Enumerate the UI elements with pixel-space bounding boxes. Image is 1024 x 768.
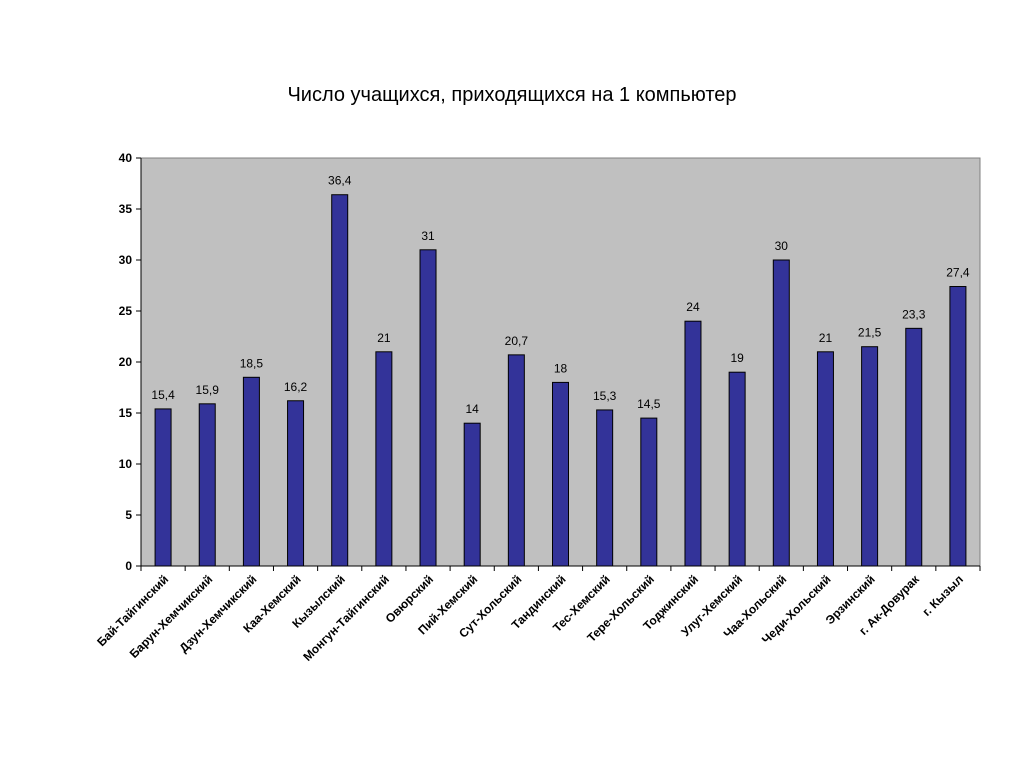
data-label: 21 bbox=[377, 331, 391, 345]
data-labels: 15,4 15,9 18,5 16,2 36,4 21 31 14 20,7 18 15,3 14,5… bbox=[151, 174, 970, 416]
data-label: 16,2 bbox=[284, 380, 308, 394]
y-tick-label: 30 bbox=[119, 253, 133, 267]
data-label: 27,4 bbox=[946, 266, 970, 280]
chart-title: Число учащихся, приходящихся на 1 компью… bbox=[287, 84, 737, 106]
data-label: 18 bbox=[554, 361, 568, 375]
bar bbox=[816, 351, 834, 567]
data-label: 24 bbox=[686, 300, 700, 314]
bar bbox=[463, 422, 481, 567]
y-tick-label: 20 bbox=[119, 355, 133, 369]
y-tick-label: 15 bbox=[119, 406, 133, 420]
bar bbox=[154, 408, 172, 567]
data-label: 15,3 bbox=[593, 389, 617, 403]
bar bbox=[728, 371, 746, 567]
data-label: 14,5 bbox=[637, 397, 661, 411]
data-label: 14 bbox=[466, 402, 480, 416]
y-tick-label: 40 bbox=[119, 151, 133, 165]
x-category-label: Монгун-Тайгинский bbox=[300, 572, 392, 664]
data-label: 20,7 bbox=[505, 334, 529, 348]
bars bbox=[154, 194, 967, 567]
bar bbox=[905, 327, 923, 567]
y-tick-label: 5 bbox=[125, 508, 132, 522]
y-tick-label: 0 bbox=[125, 559, 132, 573]
bar bbox=[198, 403, 216, 567]
bar bbox=[331, 194, 349, 567]
bar bbox=[640, 417, 658, 567]
x-category-label: г. Кызыл bbox=[919, 572, 966, 619]
bar bbox=[684, 320, 702, 567]
x-category-label: Барун-Хемчикский bbox=[127, 572, 216, 661]
data-label: 31 bbox=[421, 229, 435, 243]
data-label: 19 bbox=[730, 351, 744, 365]
data-label: 30 bbox=[775, 239, 789, 253]
bar bbox=[949, 286, 967, 567]
bar bbox=[419, 249, 437, 567]
bar bbox=[861, 346, 879, 567]
y-tick-label: 35 bbox=[119, 202, 133, 216]
bar bbox=[507, 354, 525, 567]
data-label: 18,5 bbox=[240, 356, 264, 370]
data-label: 23,3 bbox=[902, 307, 926, 321]
data-label: 21 bbox=[819, 331, 833, 345]
y-axis: 0 5 10 15 20 25 30 35 40 bbox=[119, 151, 142, 573]
x-axis: Бай-ТайгинскийБарун-ХемчикскийДзун-Хемчи… bbox=[94, 565, 981, 664]
y-tick-label: 10 bbox=[119, 457, 133, 471]
y-tick-label: 25 bbox=[119, 304, 133, 318]
bar bbox=[772, 259, 790, 567]
bar bbox=[287, 400, 305, 567]
bar bbox=[242, 376, 260, 567]
bar bbox=[596, 409, 614, 567]
data-label: 15,9 bbox=[196, 383, 220, 397]
data-label: 15,4 bbox=[151, 388, 175, 402]
x-category-label: Дзун-Хемчикский bbox=[176, 572, 259, 655]
data-label: 21,5 bbox=[858, 326, 882, 340]
bar bbox=[375, 351, 393, 567]
bar bbox=[552, 381, 569, 567]
data-label: 36,4 bbox=[328, 174, 352, 188]
